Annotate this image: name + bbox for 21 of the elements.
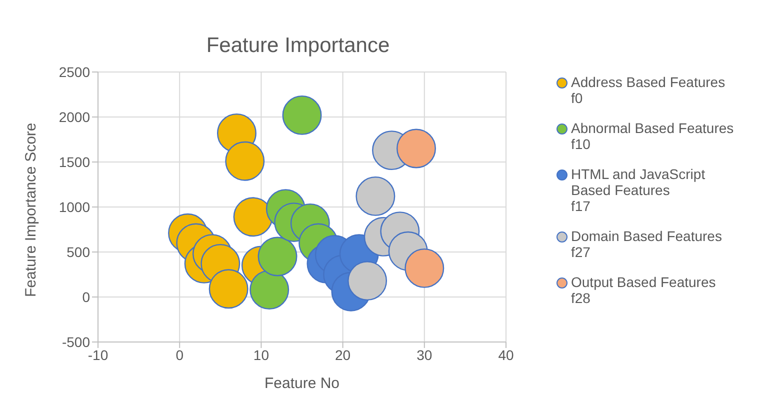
y-axis-title: Feature Importance Score <box>22 122 40 297</box>
chart-title: Feature Importance <box>205 34 391 58</box>
y-tick-label: 2500 <box>58 64 90 80</box>
y-tick-label: 0 <box>82 288 90 305</box>
legend-label: Output Based Features f28 <box>571 274 716 306</box>
x-tick-label: 0 <box>176 346 184 363</box>
x-axis-title: Feature No <box>264 375 340 392</box>
y-tick-label: 1500 <box>58 154 90 170</box>
y-tick-label: 1000 <box>58 198 90 215</box>
x-tick-label: -10 <box>88 346 108 363</box>
y-tick-label: 2000 <box>58 108 90 125</box>
y-tick-label: 500 <box>66 244 90 260</box>
legend-label: Abnormal Based Features f10 <box>571 120 734 152</box>
y-tick-label: -500 <box>62 334 90 350</box>
legend-label: HTML and JavaScript Based Features f17 <box>571 166 706 214</box>
legend-label: Address Based Features f0 <box>571 74 726 106</box>
x-tick-label: 40 <box>498 346 514 363</box>
x-tick-label: 20 <box>335 346 351 363</box>
x-tick-label: 30 <box>416 346 432 363</box>
legend-label: Domain Based Features f27 <box>571 228 722 260</box>
x-tick-label: 10 <box>253 346 270 363</box>
